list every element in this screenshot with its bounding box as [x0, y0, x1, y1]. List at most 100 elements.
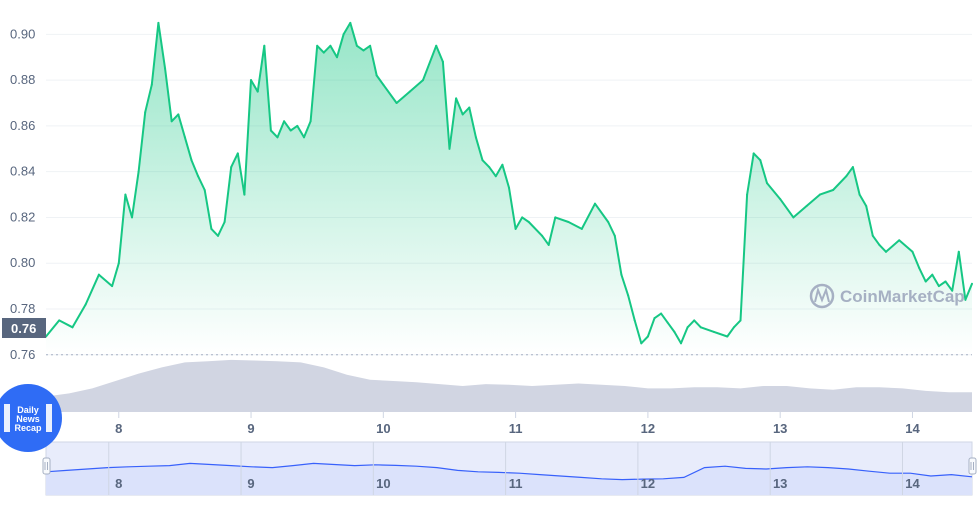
price-point	[323, 51, 325, 54]
price-line-segment	[309, 44, 319, 123]
price-line-segment	[646, 317, 656, 338]
price-point	[422, 79, 424, 81]
current-price-tag: 0.76	[2, 318, 46, 338]
price-line-segment	[474, 136, 484, 162]
price-line-segment	[289, 124, 299, 132]
price-point	[184, 136, 186, 139]
price-line-segment	[686, 319, 696, 329]
navigator-tick-label: 14	[905, 476, 920, 491]
price-line-segment	[944, 280, 954, 292]
navigator-tick-label: 9	[247, 476, 254, 491]
price-line-segment	[408, 79, 424, 93]
price-point	[71, 326, 74, 329]
price-point	[111, 285, 113, 287]
navigator-handle-left[interactable]	[42, 457, 51, 475]
x-axis: 8 9 10 11 12 13 14	[115, 412, 920, 436]
price-point	[276, 136, 279, 139]
price-point	[528, 221, 530, 223]
price-point	[739, 319, 742, 322]
price-point	[223, 221, 226, 223]
coinmarketcap-logo-icon	[809, 283, 835, 309]
price-line-segment	[805, 193, 821, 207]
navigator-line	[45, 462, 973, 481]
current-price-badge	[2, 318, 46, 338]
price-line-segment	[236, 152, 246, 196]
price-line-segment	[898, 239, 914, 253]
price-point	[151, 83, 153, 86]
price-point	[243, 193, 246, 196]
price-point	[118, 262, 120, 265]
price-line-segment	[680, 326, 689, 345]
price-line-segment	[223, 166, 233, 223]
price-line-segment	[759, 159, 768, 185]
price-point	[924, 280, 927, 283]
price-point	[508, 186, 510, 189]
navigator-handle-right[interactable]	[968, 457, 977, 475]
price-line-segment	[461, 106, 471, 116]
navigator-area	[46, 463, 972, 495]
navigator-tick-label: 8	[115, 476, 122, 491]
price-point	[958, 251, 960, 253]
price-line-segment	[792, 205, 808, 219]
price-point	[501, 164, 504, 166]
price-point	[448, 148, 451, 150]
price-line-segment	[508, 186, 517, 230]
price-line-segment	[541, 234, 550, 246]
price-point	[805, 205, 808, 207]
price-line-segment	[183, 136, 193, 162]
price-point	[375, 74, 378, 77]
price-line-segment	[871, 234, 881, 246]
price-point	[435, 45, 438, 47]
price-point	[256, 90, 259, 93]
price-point	[726, 335, 729, 338]
price-line-segment	[190, 159, 200, 178]
price-point	[607, 221, 609, 223]
price-point	[84, 303, 87, 306]
navigator-tick-label: 13	[773, 476, 787, 491]
price-point	[475, 136, 477, 139]
price-point	[263, 45, 266, 47]
price-line-segment	[283, 120, 292, 132]
price-point	[521, 216, 523, 219]
time-navigator[interactable]: 8 9 10 11 12 13 14	[42, 441, 977, 496]
price-line-segment	[752, 152, 762, 162]
price-line-segment	[448, 97, 458, 150]
price-point	[349, 22, 352, 24]
price-line-segment	[851, 166, 861, 196]
price-point	[554, 216, 557, 219]
price-line-segment	[633, 319, 643, 345]
price-line	[45, 21, 973, 345]
price-point	[197, 175, 199, 177]
price-point	[270, 129, 272, 132]
price-point	[342, 33, 345, 36]
price-line-segment	[865, 205, 874, 237]
coinmarketcap-mark-icon	[814, 286, 830, 303]
price-line-segment	[349, 21, 358, 47]
price-line-segment	[117, 193, 127, 265]
volume-area	[46, 359, 972, 412]
price-point	[481, 159, 484, 161]
price-line-segment	[355, 44, 365, 52]
price-point	[164, 67, 166, 70]
price-line-segment	[71, 303, 87, 329]
price-point	[845, 175, 848, 177]
price-line-segment	[481, 159, 491, 169]
price-point	[792, 216, 795, 219]
price-line-segment	[613, 234, 623, 276]
price-line-segment	[124, 193, 133, 219]
price-line-segment	[527, 221, 544, 237]
price-line-segment	[660, 312, 669, 324]
price-line-segment	[488, 166, 497, 178]
price-point	[673, 331, 676, 333]
price-point	[98, 273, 100, 276]
price-line-segment	[607, 221, 616, 237]
price-point	[217, 235, 219, 237]
price-line-segment	[514, 216, 524, 230]
price-line-segment	[878, 243, 887, 253]
price-point	[230, 166, 232, 168]
x-tick-label: 11	[509, 421, 523, 436]
price-line-segment	[964, 282, 973, 301]
price-line-segment	[45, 319, 61, 338]
price-point	[409, 90, 411, 93]
